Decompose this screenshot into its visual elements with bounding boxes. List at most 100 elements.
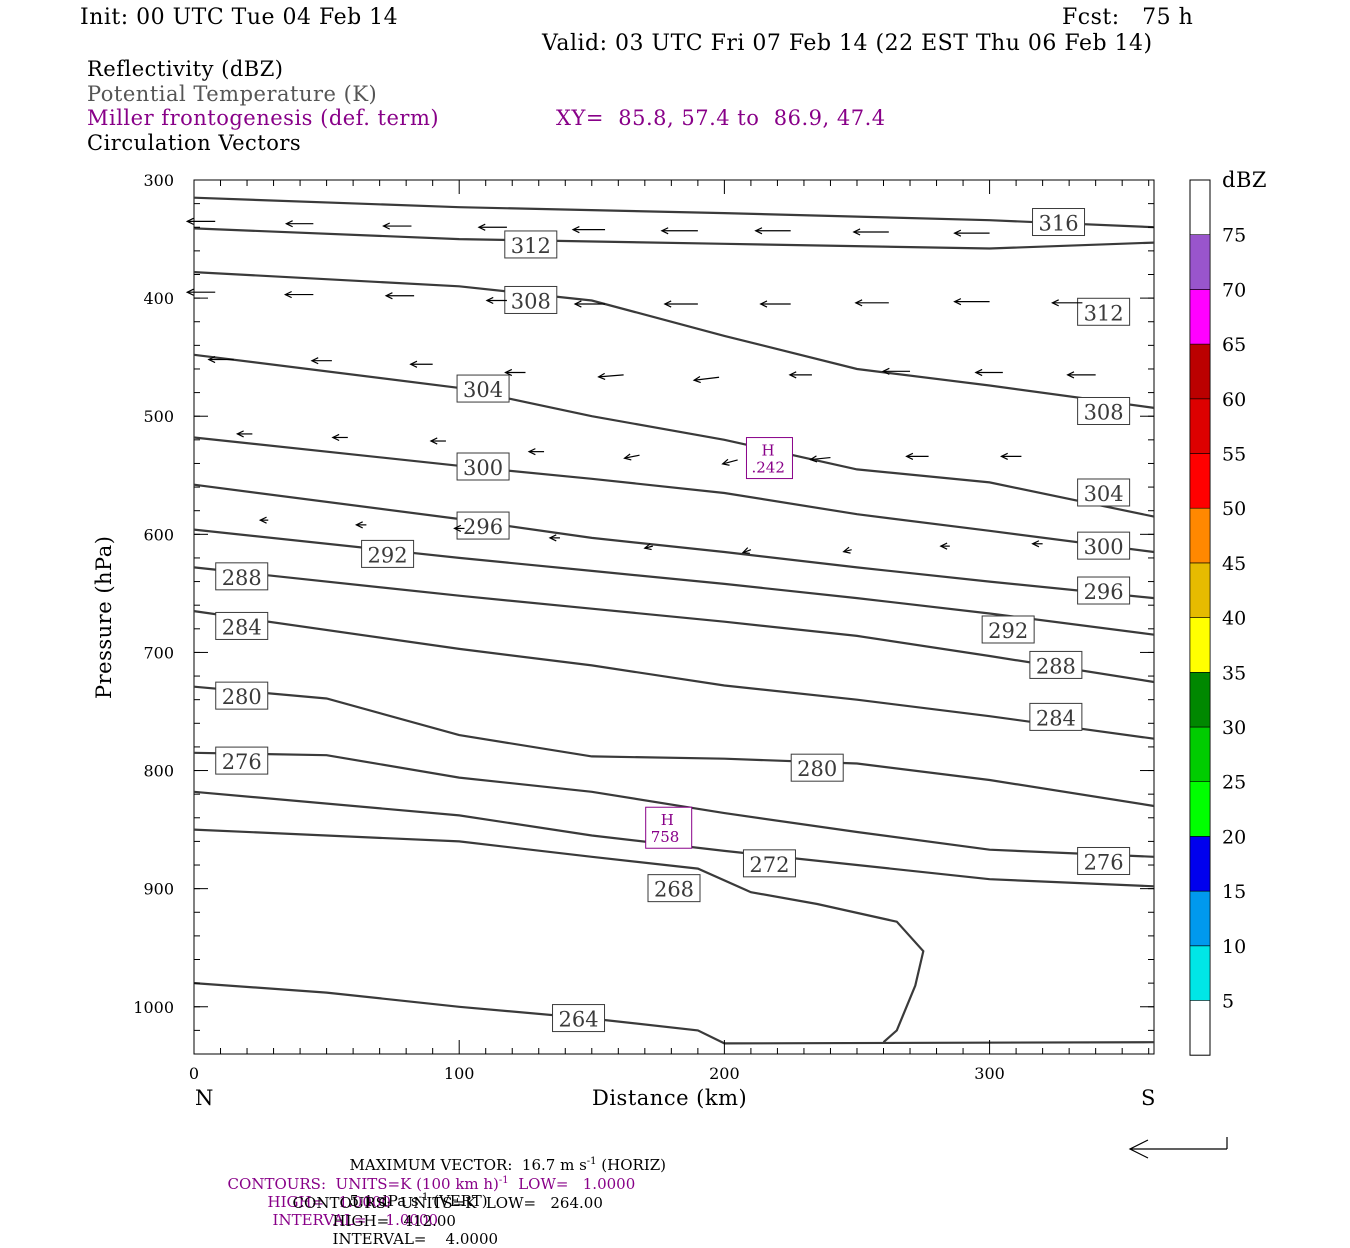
vector-arrowhead (409, 360, 418, 368)
plot-border (193, 179, 1155, 1055)
contour-label-box (552, 1004, 606, 1033)
theta-contour-292 (193, 528, 1155, 636)
vector-arrowhead (842, 546, 851, 554)
contour-label-276: 276 (1084, 850, 1124, 874)
colorbar-label: 75 (1222, 225, 1246, 247)
x-tick-label: 0 (189, 1064, 199, 1083)
vector-arrowhead (331, 433, 340, 442)
colorbar-segment (1189, 945, 1211, 1001)
contour-label-box (1077, 846, 1131, 875)
x-axis-south: S (1141, 1086, 1156, 1110)
unit-sup: -1 (498, 1175, 509, 1186)
vector-arrowhead (854, 299, 863, 307)
colorbar-label: 40 (1222, 608, 1246, 630)
axes: 300 400 500 600 700 800 900 1000 0 100 200 300 (133, 171, 1154, 1083)
theta-contour-308 (193, 271, 1155, 409)
vector-arrowhead (759, 300, 768, 308)
x-tick-label: 100 (444, 1064, 475, 1083)
footer-theta-contours: CONTOURS: UNITS=K LOW= 264.00 HIGH= 412.… (283, 1176, 603, 1248)
colorbar-label: 50 (1222, 498, 1246, 520)
colorbar-segment (1189, 726, 1211, 783)
cross-section-chart: 3163123123083083043043003002962962922922… (133, 171, 1246, 1159)
vector-arrowhead (721, 458, 730, 466)
colorbar: 5 10 15 20 25 30 35 40 45 50 55 60 65 70 75 (1189, 179, 1246, 1056)
y-tick-label: 700 (143, 643, 174, 662)
theta-high: HIGH= 412.00 (332, 1212, 456, 1230)
vector-arrowhead (258, 516, 267, 524)
vector-arrowhead (663, 300, 672, 308)
colorbar-label: 55 (1222, 444, 1246, 466)
fronto-max-label: H (761, 442, 774, 460)
colorbar-segment (1189, 507, 1211, 564)
contour-label-box (647, 874, 701, 903)
vector-arrowhead (185, 217, 194, 225)
contour-label-box (456, 511, 510, 540)
vector-arrowhead (1031, 540, 1040, 548)
circulation-vectors (185, 217, 1096, 554)
colorbar-label: 30 (1222, 717, 1246, 739)
contour-label-box (981, 615, 1035, 644)
unit-sup: -1 (418, 1192, 429, 1203)
contour-label-292: 292 (368, 543, 408, 567)
colorbar-label: 15 (1222, 881, 1246, 903)
vector-arrowhead (571, 226, 580, 234)
contour-label-box (215, 611, 269, 640)
vector-arrowhead (382, 222, 391, 230)
theta-contour-300 (193, 436, 1155, 554)
contour-label-292: 292 (988, 619, 1028, 643)
circulation-vector (810, 456, 831, 461)
contour-label-box (215, 562, 269, 591)
contour-label-box (1077, 297, 1131, 326)
vector-arrowhead (953, 229, 962, 237)
contour-label-box (1077, 576, 1131, 605)
theta-low: CONTOURS: UNITS=K LOW= 264.00 (292, 1194, 603, 1212)
contour-label-box (1032, 208, 1086, 237)
max-vector-arrowhead (1128, 1139, 1149, 1159)
colorbar-label: 45 (1222, 553, 1246, 575)
contour-label-288: 288 (1036, 654, 1076, 678)
cross-section-endpoints: XY= 85.8, 57.4 to 86.9, 47.4 (556, 106, 886, 130)
plot-frame (193, 179, 1155, 1055)
colorbar-segment (1189, 398, 1211, 454)
colorbar-segment (1189, 781, 1211, 837)
contour-label-box (504, 285, 558, 314)
theta-contour-296 (193, 483, 1155, 600)
vector-arrowhead (504, 368, 513, 377)
theta-contour-304 (193, 353, 1155, 518)
fronto-max-box (645, 806, 693, 849)
contour-label-box (790, 753, 844, 782)
max-vector-arrow (1128, 1137, 1228, 1159)
fronto-max-box (745, 437, 793, 480)
vector-arrowhead (660, 227, 669, 235)
contour-label-304: 304 (463, 378, 503, 402)
vector-arrowhead (754, 227, 763, 235)
contour-label-300: 300 (463, 456, 503, 480)
theta-contour-276 (193, 751, 1155, 858)
contour-label-box (361, 539, 415, 568)
contour-label-316: 316 (1038, 212, 1078, 236)
vector-arrowhead (597, 372, 606, 380)
y-axis-title: Pressure (hPa) (92, 535, 116, 699)
vector-arrowhead (284, 220, 293, 228)
theta-contour-288 (193, 566, 1155, 684)
vector-arrowhead (953, 298, 962, 306)
init-time: Init: 00 UTC Tue 04 Feb 14 (80, 5, 399, 30)
colorbar-label: 60 (1222, 389, 1246, 411)
contour-label-296: 296 (1084, 580, 1124, 604)
circulation-vector (694, 376, 720, 381)
y-tick-label: 900 (143, 880, 174, 899)
y-tick-label: 400 (143, 289, 174, 308)
x-tick-label: 300 (974, 1064, 1005, 1083)
contour-label-box (215, 746, 269, 775)
contour-label-box (1077, 478, 1131, 507)
x-axis-north: N (195, 1086, 214, 1110)
fronto-max-value: .242 (751, 459, 784, 477)
vector-arrowhead (1051, 299, 1059, 307)
colorbar-label: 35 (1222, 662, 1246, 684)
fronto-max-value: 758 (651, 828, 680, 846)
x-axis-title: Distance (km) (592, 1086, 748, 1110)
contour-label-box (1029, 702, 1083, 731)
theta-contour-268 (193, 828, 925, 1044)
field-vectors: Circulation Vectors (87, 131, 302, 155)
